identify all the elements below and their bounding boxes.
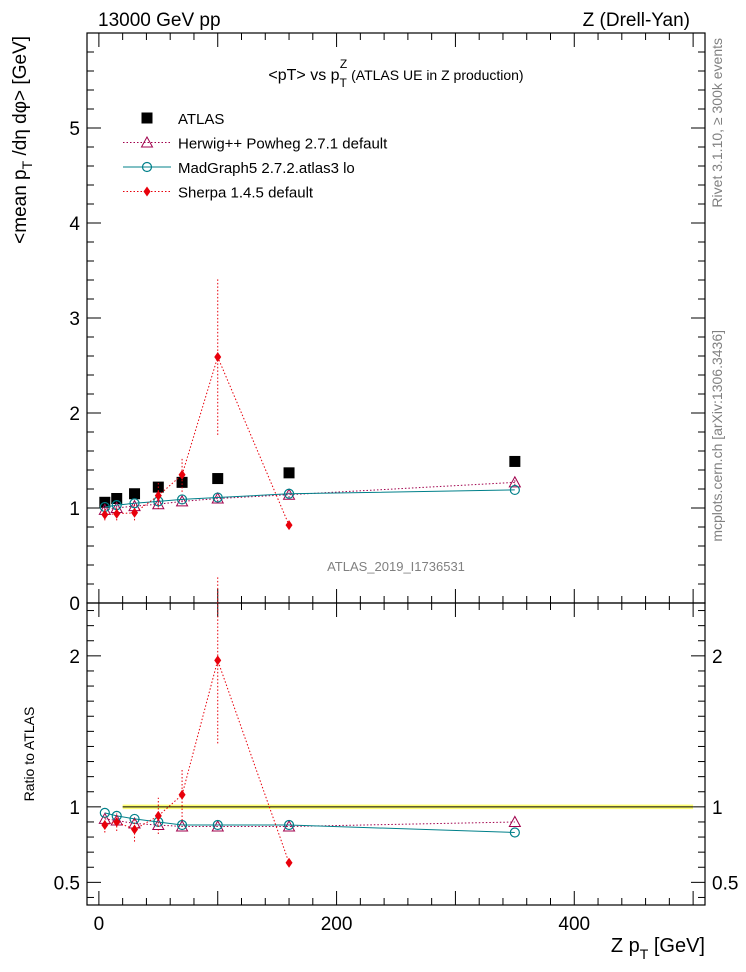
mcplots-note: mcplots.cern.ch [arXiv:1306.3436] [709, 330, 725, 542]
data-point [285, 520, 293, 531]
data-point [178, 469, 186, 480]
data-point [99, 807, 110, 818]
y-tick-label-right: 0.5 [712, 873, 738, 894]
data-point [129, 488, 141, 500]
data-point [283, 467, 295, 479]
data-point [176, 494, 188, 505]
y-tick-label: 2 [69, 647, 80, 668]
data-point [211, 819, 225, 832]
axes-layer: 0 200 400 0 1 2 3 4 5 0.5 0.5 1 1 2 2 [54, 33, 738, 935]
legend: ATLAS Herwig++ Powheg 2.7.1 default MadGra… [123, 111, 388, 202]
data-point [178, 789, 186, 800]
series-line [104, 489, 515, 508]
y-tick-label: 2 [69, 404, 80, 425]
y-tick-label: 1 [69, 798, 80, 819]
data-point [154, 810, 162, 821]
y-tick-label-right: 2 [712, 647, 723, 668]
reference-band [122, 804, 694, 810]
legend-marker [141, 112, 153, 124]
y-tick-label: 3 [69, 309, 80, 330]
data-point [175, 819, 189, 832]
data-point [283, 488, 295, 499]
legend-label: Sherpa 1.4.5 default [178, 185, 314, 202]
y-tick-label: 5 [69, 119, 80, 140]
data-point [176, 819, 188, 831]
data-point [214, 655, 222, 666]
data-point [285, 857, 293, 868]
y-tick-label: 0.5 [54, 873, 80, 894]
analysis-watermark: ATLAS_2019_I1736531 [327, 559, 465, 574]
series-line [104, 481, 515, 511]
y-tick-label-right: 1 [712, 798, 723, 819]
header-process: Z (Drell-Yan) [583, 10, 690, 31]
data-point [212, 492, 223, 503]
data-point [282, 819, 296, 832]
x-axis-label: Z pT [GeV] [611, 935, 705, 962]
data-point [175, 494, 189, 507]
y-tick-label: 0 [69, 594, 80, 615]
chart-title: <pT> vs pTZ (ATLAS UE in Z production) [268, 57, 523, 90]
x-tick-label: 200 [321, 914, 353, 935]
data-point [509, 484, 520, 496]
y-tick-label: 1 [69, 499, 80, 520]
data-point [131, 824, 139, 835]
data-point [214, 351, 222, 362]
legend-marker [140, 135, 154, 148]
series-line [104, 812, 515, 833]
data-point [113, 816, 121, 827]
data-point [111, 493, 123, 504]
data-point [154, 490, 162, 501]
data-point [212, 473, 224, 485]
ratio-y-axis-label: Ratio to ATLAS [21, 707, 37, 802]
series-line [104, 658, 290, 863]
x-tick-label: 400 [558, 914, 590, 935]
data-point [101, 819, 109, 830]
rivet-note: Rivet 3.1.10, ≥ 300k events [709, 38, 725, 208]
legend-marker [141, 161, 153, 173]
data-point [131, 507, 139, 518]
legend-label: ATLAS [178, 111, 224, 128]
data-point [508, 475, 522, 488]
legend-marker [143, 186, 151, 197]
legend-label: MadGraph5 2.7.2.atlas3 lo [178, 160, 355, 177]
data-point [509, 827, 520, 838]
data-point [176, 476, 188, 488]
data-point [508, 815, 522, 827]
data-point [113, 508, 121, 519]
x-tick-label: 0 [94, 914, 105, 935]
data-point [509, 455, 521, 467]
data-layer [98, 279, 522, 868]
ratio-plot-frame [86, 602, 706, 906]
data-point [101, 509, 109, 520]
legend-label: Herwig++ Powheg 2.7.1 default [178, 136, 388, 153]
y-tick-label: 4 [69, 214, 80, 235]
data-point [212, 819, 223, 831]
header-energy: 13000 GeV pp [98, 10, 221, 31]
data-point [283, 819, 295, 831]
main-y-axis-label: <mean pT /dη dφ> [GeV] [10, 36, 35, 244]
